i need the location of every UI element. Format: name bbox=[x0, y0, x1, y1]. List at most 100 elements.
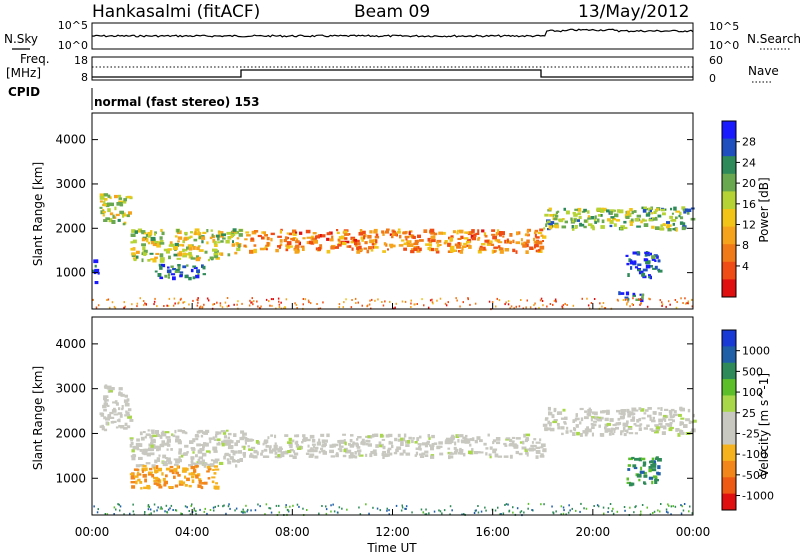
range-gate-cell bbox=[604, 417, 609, 422]
range-gate-cell bbox=[624, 429, 628, 432]
range-gate-cell bbox=[104, 399, 107, 404]
range-gate-cell bbox=[368, 303, 371, 306]
range-gate-cell bbox=[471, 229, 475, 233]
range-gate-cell bbox=[313, 449, 318, 453]
range-gate-cell bbox=[640, 408, 645, 412]
range-gate-cell bbox=[134, 446, 139, 450]
range-gate-cell bbox=[284, 307, 287, 310]
range-gate-cell bbox=[529, 306, 532, 309]
range-gate-cell bbox=[152, 258, 157, 263]
x-tick-label: 04:00 bbox=[175, 525, 210, 539]
range-gate-cell bbox=[652, 411, 657, 415]
range-gate-cell bbox=[217, 504, 220, 507]
range-gate-cell bbox=[386, 507, 388, 510]
range-gate-cell bbox=[561, 225, 567, 229]
range-gate-cell bbox=[587, 223, 593, 227]
range-gate-cell bbox=[316, 441, 321, 446]
range-gate-cell bbox=[249, 299, 251, 302]
range-gate-cell bbox=[155, 430, 159, 434]
range-gate-cell bbox=[287, 441, 292, 444]
range-gate-cell bbox=[143, 431, 146, 434]
range-gate-cell bbox=[492, 439, 496, 443]
range-gate-cell bbox=[627, 468, 631, 471]
nsky-label: N.Sky bbox=[4, 32, 38, 46]
range-gate-cell bbox=[325, 505, 327, 508]
range-gate-cell bbox=[267, 436, 270, 440]
range-gate-cell bbox=[190, 472, 196, 476]
range-gate-cell bbox=[540, 443, 546, 447]
range-gate-cell bbox=[296, 307, 298, 309]
range-gate-cell bbox=[591, 423, 597, 427]
range-gate-cell bbox=[658, 412, 662, 416]
freq-panel-frame bbox=[91, 56, 694, 81]
range-gate-cell bbox=[176, 465, 179, 469]
range-gate-cell bbox=[202, 463, 206, 467]
range-gate-cell bbox=[174, 242, 179, 247]
range-gate-cell bbox=[479, 439, 483, 443]
range-gate-cell bbox=[174, 509, 177, 512]
range-gate-cell bbox=[395, 302, 397, 305]
range-gate-cell bbox=[172, 304, 175, 307]
range-gate-cell bbox=[354, 242, 358, 246]
range-gate-cell bbox=[368, 512, 370, 515]
range-gate-cell bbox=[431, 443, 435, 447]
range-gate-cell bbox=[535, 241, 540, 245]
range-gate-cell bbox=[635, 424, 640, 427]
range-gate-cell bbox=[540, 503, 542, 506]
freq-right-bottom: 0 bbox=[709, 72, 716, 85]
range-gate-cell bbox=[543, 227, 546, 230]
range-gate-cell bbox=[627, 413, 631, 418]
range-gate-cell bbox=[333, 510, 336, 513]
range-gate-cell bbox=[652, 267, 657, 270]
range-gate-cell bbox=[633, 423, 637, 426]
noise-left-top: 10^5 bbox=[58, 19, 88, 32]
range-gate-cell bbox=[647, 251, 650, 256]
range-gate-cell bbox=[542, 235, 547, 239]
range-gate-cell bbox=[491, 233, 496, 236]
range-gate-cell bbox=[206, 241, 209, 245]
range-gate-cell bbox=[137, 471, 140, 475]
range-gate-cell bbox=[363, 235, 366, 240]
range-gate-cell bbox=[573, 213, 578, 217]
range-gate-cell bbox=[369, 239, 374, 244]
range-gate-cell bbox=[243, 510, 245, 513]
range-gate-cell bbox=[221, 440, 225, 445]
range-gate-cell bbox=[242, 452, 246, 456]
range-gate-cell bbox=[523, 511, 525, 514]
range-gate-cell bbox=[674, 299, 677, 301]
range-gate-cell bbox=[684, 297, 686, 300]
range-gate-cell bbox=[564, 302, 566, 305]
range-gate-cell bbox=[132, 454, 137, 458]
range-gate-cell bbox=[113, 413, 119, 416]
range-gate-cell bbox=[675, 216, 678, 219]
range-gate-cell bbox=[451, 434, 454, 438]
range-gate-cell bbox=[354, 297, 357, 300]
range-gate-cell bbox=[285, 244, 290, 248]
range-gate-cell bbox=[124, 402, 130, 407]
range-gate-cell bbox=[356, 246, 359, 250]
range-gate-cell bbox=[399, 234, 402, 239]
colorbar-swatch bbox=[722, 156, 736, 175]
range-gate-cell bbox=[140, 436, 145, 441]
range-gate-cell bbox=[325, 508, 328, 511]
range-gate-cell bbox=[153, 510, 155, 513]
range-gate-cell bbox=[459, 229, 464, 234]
range-gate-cell bbox=[686, 302, 688, 305]
range-gate-cell bbox=[259, 505, 261, 508]
range-gate-cell bbox=[123, 306, 125, 309]
range-gate-cell bbox=[510, 305, 513, 308]
range-gate-cell bbox=[560, 417, 565, 420]
range-gate-cell bbox=[633, 511, 635, 514]
range-gate-cell bbox=[638, 427, 642, 431]
range-gate-cell bbox=[338, 236, 342, 240]
range-gate-cell bbox=[609, 224, 613, 228]
range-gate-cell bbox=[146, 238, 149, 243]
range-gate-cell bbox=[591, 426, 595, 429]
range-gate-cell bbox=[593, 218, 597, 222]
range-gate-cell bbox=[196, 246, 200, 251]
range-gate-cell bbox=[496, 239, 501, 243]
range-gate-cell bbox=[669, 303, 671, 306]
range-gate-cell bbox=[144, 448, 149, 452]
range-gate-cell bbox=[219, 304, 222, 307]
